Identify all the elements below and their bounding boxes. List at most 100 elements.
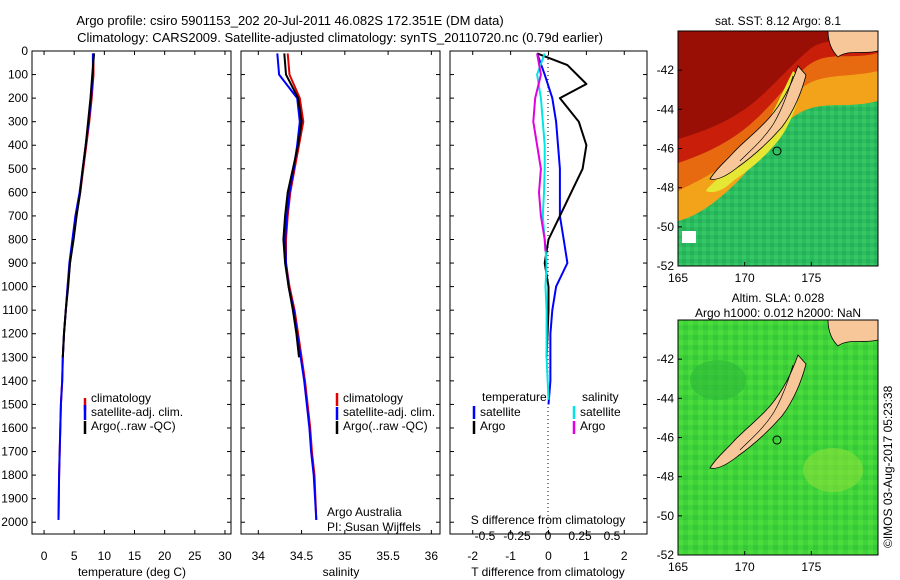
series-salinity-argo	[532, 53, 547, 252]
series-argo-raw-qc-	[61, 53, 96, 358]
latitude-label: -50	[657, 509, 675, 523]
depth-tick-label: 1000	[1, 280, 28, 294]
legend-salinity-title: salinity	[582, 390, 619, 404]
longitude-label: 170	[735, 271, 755, 285]
temperature-ticks: 0 5 10 15 20 25 300100200300400500600700800900…	[1, 44, 232, 563]
series-satellite-adj-clim-	[276, 53, 318, 520]
temperature-panel: 0 5 10 15 20 25 300100200300400500600700800900…	[1, 44, 232, 579]
latitude-label: -46	[657, 431, 675, 445]
latitude-label: -46	[657, 142, 675, 156]
depth-tick-label: 1500	[1, 397, 28, 411]
temperature-xlabel: temperature (deg C)	[78, 565, 186, 579]
x-tick-label: -1	[505, 549, 516, 563]
x-tick-label: 15	[128, 549, 142, 563]
salinity-series	[276, 53, 318, 520]
depth-tick-label: 800	[8, 232, 28, 246]
depth-tick-label: 400	[8, 138, 28, 152]
depth-tick-label: 1700	[1, 445, 28, 459]
credit-organisation: Argo Australia	[327, 505, 402, 519]
sla-negative-anomaly	[690, 360, 746, 400]
sst-map: sat. SST: 8.12 Argo: 8.1 165 170 175 -42 -44…	[657, 14, 879, 285]
sst-isobath	[739, 75, 794, 162]
temperature-axes-frame	[31, 50, 232, 535]
south-island-land	[709, 354, 807, 469]
copyright-timestamp: ©IMOS 03-Aug-2017 05:23:38	[881, 385, 895, 548]
x-tick-label: 30	[218, 549, 232, 563]
s-tick-label: 0	[545, 529, 552, 543]
sst-map-ticks: 165 170 175 -42 -44 -46 -48 -50 -52	[657, 63, 822, 285]
sla-positive-anomaly	[803, 448, 863, 492]
depth-tick-label: 2000	[1, 515, 28, 529]
x-tick-label: 20	[158, 549, 172, 563]
x-tick-label: 2	[621, 549, 628, 563]
sla-field	[678, 320, 878, 555]
diff-legend-t-argo: Argo	[480, 419, 506, 433]
depth-tick-label: 200	[8, 91, 28, 105]
s-tick-label: -0.25	[503, 529, 531, 543]
series-salinity-satellite	[536, 53, 550, 400]
north-island-land	[827, 320, 878, 347]
x-tick-label: 34.5	[290, 549, 314, 563]
difference-series	[532, 52, 588, 405]
sal-legend-satellite: satellite-adj. clim.	[343, 405, 435, 419]
s-tick-label: -0.5	[475, 529, 496, 543]
argo-float-marker	[772, 146, 782, 156]
x-tick-label: 10	[98, 549, 112, 563]
argo-float-marker	[772, 435, 782, 445]
longitude-label: 170	[735, 560, 755, 574]
series-argo-raw-qc-	[282, 53, 303, 358]
s-tick-label: 0.25	[568, 529, 592, 543]
latitude-label: -52	[657, 259, 675, 273]
difference-panel: -2 -1 0 1 2 -0.5 -0.25 0 0.25 0.5 S difference fr…	[449, 50, 648, 579]
depth-tick-label: 1200	[1, 327, 28, 341]
latitude-label: -48	[657, 181, 675, 195]
sst-missing-data-patch	[682, 231, 696, 243]
latitude-label: -44	[657, 102, 675, 116]
s-difference-label: S difference from climatology	[471, 513, 626, 527]
depth-tick-label: 600	[8, 185, 28, 199]
latitude-label: -42	[657, 63, 675, 77]
salinity-xlabel: salinity	[323, 565, 360, 579]
depth-tick-label: 700	[8, 209, 28, 223]
x-tick-label: -2	[467, 549, 478, 563]
x-tick-label: 0	[41, 549, 48, 563]
longitude-label: 175	[801, 271, 821, 285]
x-tick-label: 1	[583, 549, 590, 563]
latitude-label: -50	[657, 220, 675, 234]
sla-isobath	[739, 364, 794, 451]
x-tick-label: 36	[425, 549, 439, 563]
latitude-label: -44	[657, 391, 675, 405]
sal-legend-climatology: climatology	[343, 391, 403, 405]
sst-hottest-band	[678, 31, 878, 139]
s-tick-label: 0.5	[604, 529, 621, 543]
temp-legend-climatology: climatology	[91, 391, 151, 405]
credit-pi: PI: Susan Wijffels	[327, 520, 421, 534]
x-tick-label: 0	[545, 549, 552, 563]
x-tick-label: 35.5	[376, 549, 400, 563]
series-temperature-satellite	[536, 53, 569, 405]
sal-legend-argo: Argo(..raw -QC)	[343, 419, 428, 433]
depth-tick-label: 500	[8, 162, 28, 176]
temp-legend-argo: Argo(..raw -QC)	[91, 419, 176, 433]
depth-tick-label: 0	[21, 44, 28, 58]
sla-map-ticks: 165 170 175 -42 -44 -46 -48 -50 -52	[657, 352, 822, 574]
depth-tick-label: 1600	[1, 421, 28, 435]
sst-map-title: sat. SST: 8.12 Argo: 8.1	[715, 14, 841, 28]
diff-legend-s-argo: Argo	[580, 419, 606, 433]
sla-map-title: Altim. SLA: 0.028	[732, 291, 825, 305]
depth-tick-label: 900	[8, 256, 28, 270]
legend-temperature-title: temperature	[482, 390, 547, 404]
diff-legend-s-satellite: satellite	[580, 405, 621, 419]
temperature-series	[57, 53, 96, 520]
longitude-label: 165	[668, 271, 688, 285]
x-tick-label: 34	[252, 549, 266, 563]
series-temperature-argo	[536, 52, 588, 358]
t-difference-label: T difference from climatology	[471, 565, 625, 579]
temp-legend-satellite: satellite-adj. clim.	[91, 405, 183, 419]
depth-tick-label: 1300	[1, 350, 28, 364]
x-tick-label: 25	[188, 549, 202, 563]
longitude-label: 165	[668, 560, 688, 574]
depth-tick-label: 100	[8, 68, 28, 82]
salinity-panel: 34 34.5 35 35.5 36 salinity climatology sate…	[240, 50, 441, 579]
sla-map: Altim. SLA: 0.028 Argo h1000: 0.012 h200…	[657, 291, 879, 574]
